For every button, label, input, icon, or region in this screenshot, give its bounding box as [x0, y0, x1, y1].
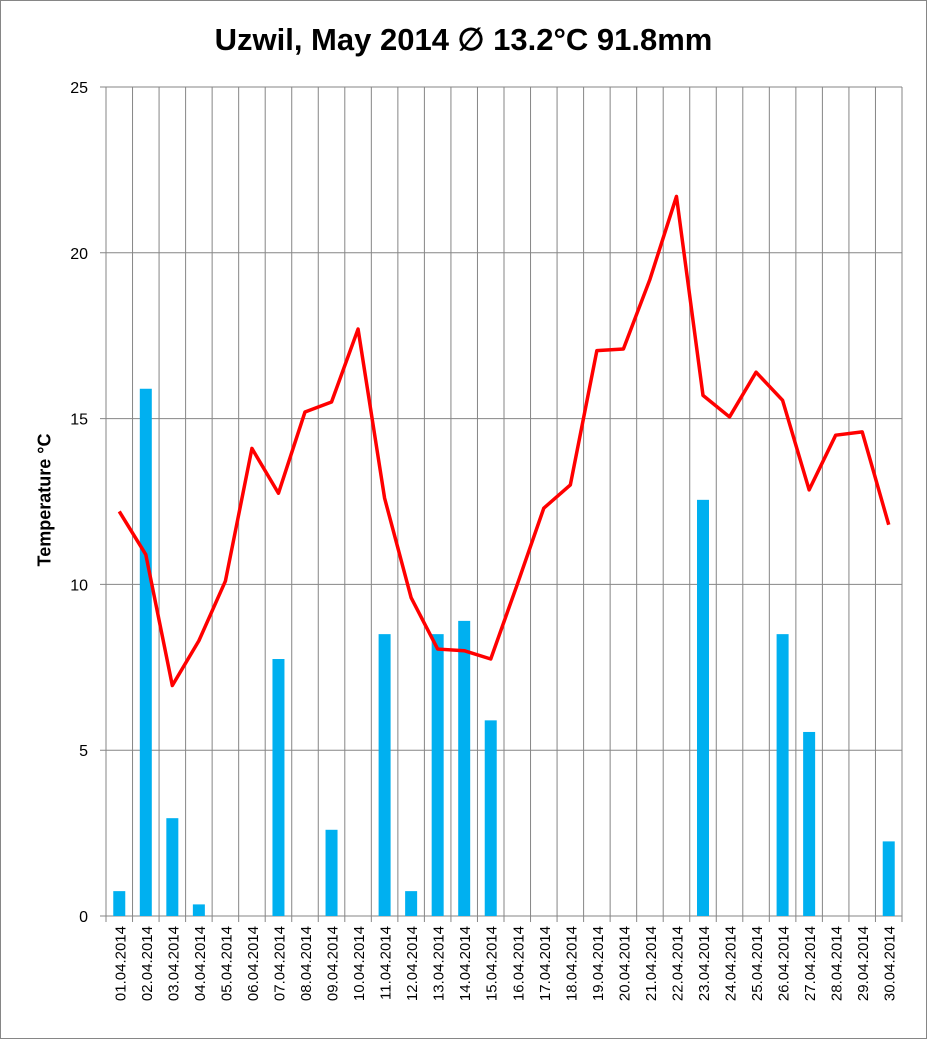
y-tick-label: 15 — [70, 412, 88, 429]
precipitation-bar — [192, 904, 205, 916]
x-tick-label: 25.04.2014 — [749, 926, 766, 1001]
x-tick-label: 30.04.2014 — [882, 926, 899, 1001]
y-tick-label: 20 — [70, 246, 88, 263]
x-tick-label: 27.04.2014 — [802, 926, 819, 1001]
x-tick-label: 21.04.2014 — [643, 926, 660, 1001]
x-tick-label: 05.04.2014 — [218, 926, 235, 1001]
x-tick-label: 04.04.2014 — [192, 926, 209, 1001]
precipitation-bar — [431, 634, 444, 916]
precipitation-bar — [325, 829, 338, 916]
precipitation-bar — [139, 388, 152, 917]
x-tick-label: 12.04.2014 — [404, 926, 421, 1001]
x-tick-label: 07.04.2014 — [271, 926, 288, 1001]
precipitation-bar — [113, 891, 126, 916]
x-tick-label: 26.04.2014 — [776, 926, 793, 1001]
x-tick-label: 10.04.2014 — [351, 926, 368, 1001]
precipitation-bar — [776, 634, 789, 916]
x-tick-label: 06.04.2014 — [245, 926, 262, 1001]
y-tick-label: 10 — [70, 577, 88, 594]
precipitation-bar — [378, 634, 391, 916]
x-tick-label: 19.04.2014 — [590, 926, 607, 1001]
precipitation-bar — [405, 891, 418, 916]
y-tick-label: 5 — [79, 743, 88, 760]
temperature-line — [117, 194, 891, 688]
x-tick-label: 09.04.2014 — [325, 926, 342, 1001]
x-tick-label: 15.04.2014 — [484, 926, 501, 1001]
x-tick-label: 29.04.2014 — [855, 926, 872, 1001]
y-tick-label: 0 — [79, 909, 88, 926]
precipitation-bar — [272, 659, 285, 916]
x-tick-label: 14.04.2014 — [457, 926, 474, 1001]
chart-title: Uzwil, May 2014 ∅ 13.2°C 91.8mm — [214, 22, 713, 57]
x-tick-label: 23.04.2014 — [696, 926, 713, 1001]
precipitation-bar — [803, 731, 816, 916]
precipitation-bar — [484, 720, 497, 916]
x-tick-label: 28.04.2014 — [829, 926, 846, 1001]
x-tick-label: 24.04.2014 — [723, 926, 740, 1001]
precipitation-bar — [166, 818, 179, 916]
x-tick-label: 20.04.2014 — [616, 926, 633, 1001]
precipitation-bar — [697, 499, 709, 916]
x-tick-label: 22.04.2014 — [669, 926, 686, 1001]
precipitation-bar — [458, 620, 471, 916]
x-tick-label: 01.04.2014 — [112, 926, 129, 1001]
x-tick-label: 08.04.2014 — [298, 926, 315, 1001]
x-tick-label: 18.04.2014 — [563, 926, 580, 1001]
precipitation-bar — [882, 841, 895, 916]
x-tick-label: 16.04.2014 — [510, 926, 527, 1001]
y-tick-label: 25 — [70, 80, 88, 97]
x-tick-label: 03.04.2014 — [165, 926, 182, 1001]
x-tick-label: 11.04.2014 — [378, 926, 395, 1000]
x-tick-label: 17.04.2014 — [537, 926, 554, 1001]
x-tick-label: 13.04.2014 — [431, 926, 448, 1001]
x-tick-label: 02.04.2014 — [139, 926, 156, 1001]
